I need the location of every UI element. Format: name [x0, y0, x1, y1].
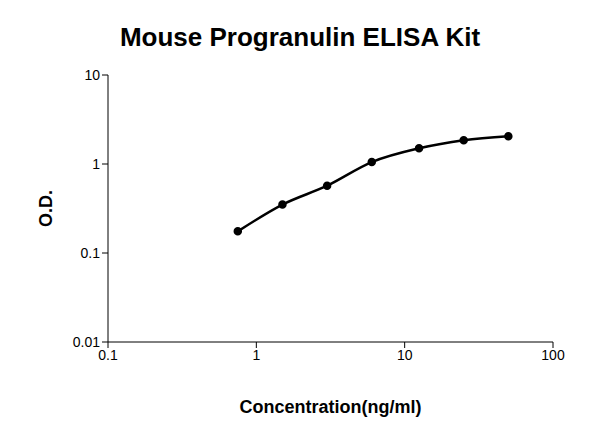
svg-text:10: 10	[397, 347, 413, 363]
html-text:Mouse Progranulin ELISA Kit: Mouse Progranulin ELISA Kit	[119, 22, 481, 52]
svg-text:O.D.: O.D.	[36, 190, 56, 227]
svg-text:0.1: 0.1	[81, 245, 101, 261]
svg-text:10: 10	[84, 67, 100, 83]
svg-text:Concentration(ng/ml): Concentration(ng/ml)	[240, 397, 422, 417]
svg-text:0.01: 0.01	[73, 334, 100, 350]
svg-text:1: 1	[92, 156, 100, 172]
svg-text:1: 1	[252, 347, 260, 363]
svg-text:100: 100	[541, 347, 565, 363]
svg-text:0.1: 0.1	[98, 347, 118, 363]
